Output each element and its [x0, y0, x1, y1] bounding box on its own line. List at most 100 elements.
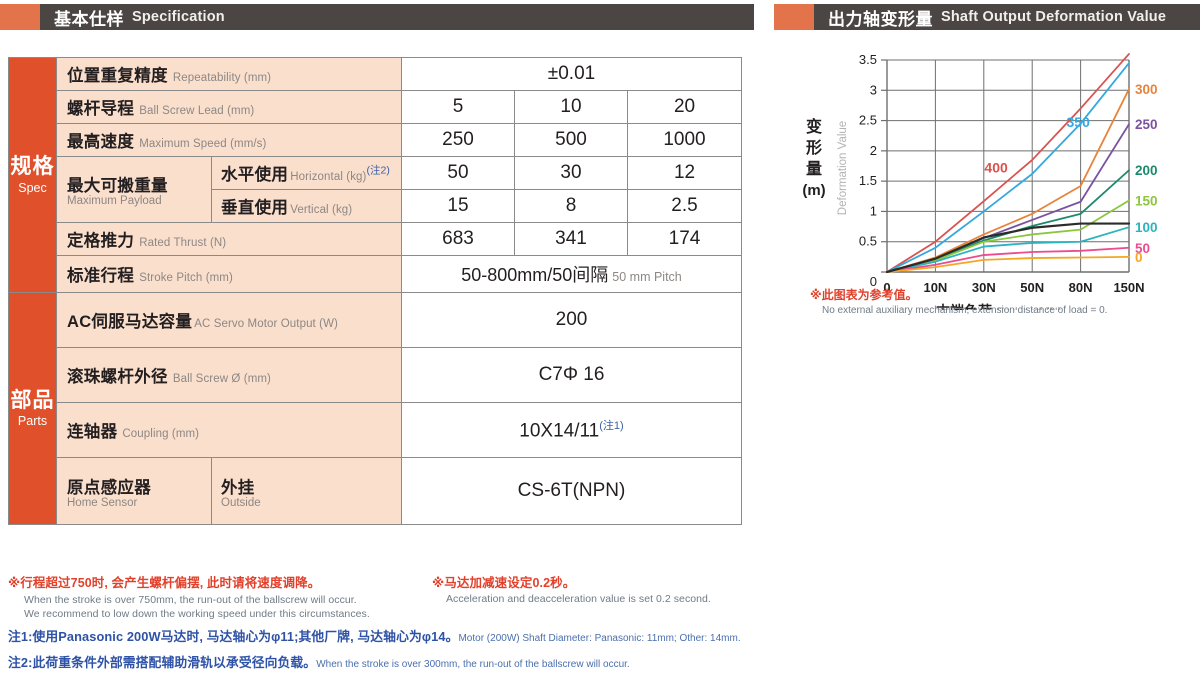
svg-text:3: 3 [870, 82, 877, 97]
label-en: Ball Screw Lead (mm) [139, 105, 255, 117]
group-cell-spec: 规格 Spec [8, 57, 57, 293]
value-text: 10X14/11 [519, 420, 600, 442]
value-ac-servo-motor-output: 200 [400, 292, 743, 348]
footnote-acceleration: ※马达加减速设定0.2秒。 Acceleration and deacceler… [432, 572, 862, 605]
value-home-sensor: CS-6T(NPN) [400, 457, 743, 525]
footnote-marker-note2: (注2) [366, 164, 390, 177]
label-cn: 最高速度 [67, 133, 135, 151]
group-label-cn: 部品 [10, 388, 55, 412]
chart-svg: 0 10N 30N 50N 80N 150N 0 0.5 1 1.5 2 2.5 3 3.5 300 25… [802, 52, 1158, 310]
label-en: Rated Thrust (N) [139, 237, 227, 249]
table-row: 最高速度 Maximum Speed (mm/s) 250 500 1000 [9, 123, 743, 157]
table-row: 垂直使用 Vertical (kg) 15 8 2.5 [9, 189, 743, 223]
footnote-note1: 注1:使用Panasonic 200W马达时, 马达轴心为φ11;其他厂牌, 马… [8, 624, 741, 650]
row-label-ball-screw-lead: 螺杆导程 Ball Screw Lead (mm) [56, 90, 402, 124]
label-cn: 滚珠螺杆外径 [67, 368, 168, 386]
label-cn: 定格推力 [67, 232, 135, 250]
svg-text:量: 量 [806, 160, 822, 178]
label-en: Stroke Pitch (mm) [139, 272, 233, 284]
table-row: 规格 Spec 位置重复精度 Repeatability (mm) ±0.01 [8, 57, 743, 293]
value-cell: 30 [514, 156, 628, 190]
value-cell: 683 [401, 222, 515, 256]
numbered-footnotes: 注1:使用Panasonic 200W马达时, 马达轴心为φ11;其他厂牌, 马… [8, 624, 741, 675]
spec-header-title-en: Specification [132, 9, 225, 25]
svg-text:0: 0 [870, 274, 877, 289]
table-row: 滚珠螺杆外径 Ball Screw Ø (mm) C7Φ 16 [9, 347, 743, 403]
footnote-note1-en: Motor (200W) Shaft Diameter: Panasonic: … [458, 633, 741, 644]
footnote-stroke-en: When the stroke is over 750mm, the run-o… [8, 593, 428, 621]
header-swatch [0, 4, 40, 30]
row-label-ac-servo-motor-output: AC伺服马达容量 AC Servo Motor Output (W) [56, 292, 402, 348]
header-swatch [774, 4, 814, 30]
deformation-chart: 0 10N 30N 50N 80N 150N 0 0.5 1 1.5 2 2.5 3 3.5 300 25… [774, 40, 1200, 350]
svg-text:(m): (m) [802, 182, 825, 199]
svg-text:150N: 150N [1113, 280, 1144, 295]
chart-note-cn: ※此图表为参考值。 [810, 288, 918, 302]
footnote-note2-en: When the stroke is over 300mm, the run-o… [316, 658, 630, 670]
value-cell: 12 [626, 156, 743, 190]
svg-text:形: 形 [806, 138, 822, 157]
chart-y-tick-labels: 0 0.5 1 1.5 2 2.5 3 3.5 [859, 52, 877, 289]
sublabel-en: Horizontal (kg) [290, 171, 367, 183]
group-label-en: Spec [18, 180, 47, 195]
footnote-line: Acceleration and deacceleration value is… [446, 593, 711, 605]
row-label-ball-screw-diameter: 滚珠螺杆外径 Ball Screw Ø (mm) [56, 347, 402, 403]
label-cn: 最大可搬重量 [67, 177, 168, 195]
row-label-repeatability: 位置重复精度 Repeatability (mm) [56, 57, 402, 91]
chart-section-header: 出力轴变形量 Shaft Output Deformation Value [774, 4, 1200, 30]
value-cell: 341 [514, 222, 628, 256]
svg-text:400: 400 [984, 159, 1008, 175]
chart-note-en: No external auxiliary mechanism, extensi… [822, 305, 1108, 316]
svg-text:0.5: 0.5 [859, 234, 877, 249]
value-cell: 8 [514, 189, 628, 223]
footnote-acceleration-cn: ※马达加减速设定0.2秒。 [432, 576, 576, 590]
row-label-maximum-speed: 最高速度 Maximum Speed (mm/s) [56, 123, 402, 157]
row-label-vertical: 垂直使用 Vertical (kg) [211, 189, 402, 223]
group-cell-parts: 部品 Parts [8, 292, 57, 525]
value-cell: 10 [514, 90, 628, 124]
value-cell: 2.5 [626, 189, 743, 223]
spec-header-title-cn: 基本仕样 [54, 9, 124, 29]
svg-text:50: 50 [1135, 241, 1150, 256]
header-bar: 基本仕样 Specification [40, 4, 754, 30]
group-label-en: Parts [17, 414, 48, 429]
value-cell: 50 [401, 156, 515, 190]
footnote-note2-cn: 注2:此荷重条件外部需搭配辅助滑轨以承受径向负载。 [8, 654, 317, 670]
svg-text:1.5: 1.5 [859, 173, 877, 188]
label-cn: 原点感应器 [67, 478, 151, 497]
value-cell: 500 [514, 123, 628, 157]
svg-text:200: 200 [1135, 163, 1158, 178]
chart-legend-labels: 300 250 200 150 100 500 [1135, 82, 1158, 265]
value-cell: 1000 [626, 123, 743, 157]
svg-text:300: 300 [1135, 82, 1158, 97]
value-repeatability: ±0.01 [400, 57, 743, 91]
label-en: Home Sensor [67, 496, 138, 509]
label-en: Repeatability (mm) [172, 72, 272, 84]
label-cn: 位置重复精度 [67, 67, 168, 85]
svg-text:80N: 80N [1069, 280, 1093, 295]
svg-text:0: 0 [1135, 250, 1143, 265]
svg-text:50N: 50N [1020, 280, 1044, 295]
sublabel-cn: 垂直使用 [221, 199, 289, 217]
value-cell: 15 [401, 189, 515, 223]
svg-text:变: 变 [806, 117, 822, 136]
label-cn: 标准行程 [67, 267, 135, 285]
chart-series-lines [885, 53, 1131, 274]
value-ball-screw-diameter: C7Φ 16 [400, 347, 743, 403]
table-row: 原点感应器 Home Sensor 外挂 Outside CS-6T(NPN) [9, 457, 743, 525]
row-label-rated-thrust: 定格推力 Rated Thrust (N) [56, 222, 402, 256]
footnote-line: When the stroke is over 750mm, the run-o… [24, 594, 357, 606]
value-cell: 174 [626, 222, 743, 256]
sublabel-cn: 水平使用 [221, 166, 289, 184]
footnote-line: We recommend to low down the working spe… [24, 608, 370, 621]
header-bar: 出力轴变形量 Shaft Output Deformation Value [814, 4, 1200, 30]
sublabel-en: Vertical (kg) [290, 204, 353, 216]
label-cn: 连轴器 [67, 423, 118, 441]
specification-table: 规格 Spec 位置重复精度 Repeatability (mm) ±0.01 螺… [8, 57, 743, 525]
svg-text:2.5: 2.5 [859, 113, 877, 128]
label-en: Maximum Speed (mm/s) [139, 138, 267, 150]
row-label-home-sensor: 原点感应器 Home Sensor [56, 457, 212, 525]
group-label-cn: 规格 [10, 155, 55, 179]
svg-text:0: 0 [883, 280, 890, 295]
table-row: 标准行程 Stroke Pitch (mm) 50-800mm/50间隔 50 mm… [9, 255, 743, 293]
